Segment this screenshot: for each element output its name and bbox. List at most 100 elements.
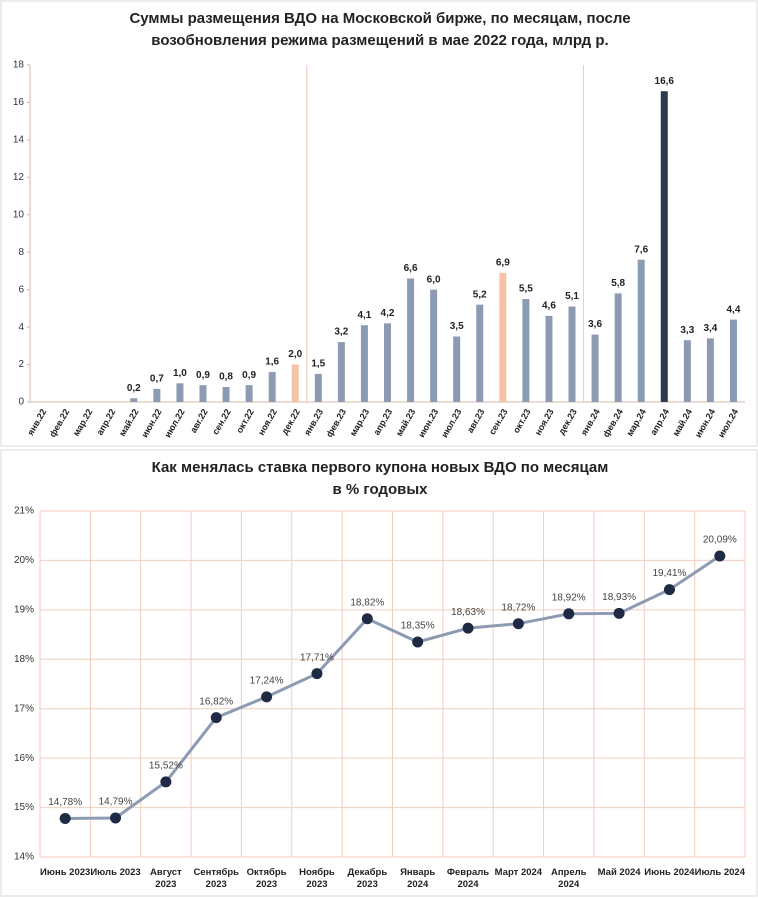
data-label: 18,35% bbox=[401, 621, 435, 632]
marker bbox=[261, 691, 273, 703]
data-label: 4,2 bbox=[381, 308, 395, 319]
y-tick-label: 15% bbox=[14, 802, 34, 813]
x-tick-label: Декабрь 2023 bbox=[347, 867, 388, 890]
y-tick-label: 17% bbox=[14, 703, 34, 714]
data-label: 5,2 bbox=[473, 289, 487, 300]
data-label: 4,6 bbox=[542, 301, 556, 312]
marker bbox=[714, 550, 726, 562]
x-tick-label: Октябрь 2023 bbox=[246, 867, 287, 890]
marker bbox=[210, 712, 222, 724]
x-tick-label: июн.23 bbox=[416, 407, 440, 439]
x-tick-label: Январь 2024 bbox=[400, 867, 436, 890]
data-label: 1,5 bbox=[311, 359, 325, 370]
x-tick-label: Май 2024 bbox=[597, 867, 641, 878]
bar bbox=[706, 338, 714, 402]
bar bbox=[245, 385, 253, 402]
x-tick-label: мар.23 bbox=[348, 407, 371, 438]
bar bbox=[637, 259, 645, 402]
x-tick-label: авг.23 bbox=[465, 407, 487, 434]
x-tick-label: май.23 bbox=[394, 407, 417, 438]
marker bbox=[311, 668, 323, 680]
marker bbox=[563, 608, 575, 620]
y-tick-label: 18 bbox=[13, 60, 25, 71]
chart-title: Суммы размещения ВДО на Московской бирже… bbox=[129, 10, 631, 49]
data-label: 0,9 bbox=[196, 370, 210, 381]
data-label: 6,6 bbox=[404, 263, 418, 274]
data-label: 18,92% bbox=[552, 592, 586, 603]
data-label: 3,2 bbox=[334, 327, 348, 338]
x-tick-label: фев.23 bbox=[324, 407, 348, 439]
x-tick-label: Ноябрь 2023 bbox=[299, 867, 335, 890]
bar bbox=[453, 336, 461, 402]
y-tick-label: 14% bbox=[14, 852, 34, 863]
marker bbox=[462, 622, 474, 634]
bar bbox=[545, 315, 553, 402]
data-label: 1,6 bbox=[265, 357, 279, 368]
data-label: 6,0 bbox=[427, 274, 441, 285]
y-tick-label: 20% bbox=[14, 555, 34, 566]
y-tick-label: 10 bbox=[13, 209, 25, 220]
x-tick-label: ноя.22 bbox=[256, 407, 279, 437]
frame bbox=[0, 0, 758, 447]
y-tick-label: 0 bbox=[18, 397, 24, 408]
data-label: 5,5 bbox=[519, 284, 533, 295]
y-tick-label: 16 bbox=[13, 97, 25, 108]
data-label: 20,09% bbox=[703, 535, 737, 546]
x-tick-label: июл.23 bbox=[439, 407, 463, 439]
x-tick-label: Февраль 2024 bbox=[446, 867, 490, 890]
x-tick-label: окт.23 bbox=[511, 407, 533, 435]
x-tick-label: июл.22 bbox=[162, 407, 186, 439]
bar bbox=[176, 383, 184, 402]
marker bbox=[613, 607, 625, 619]
y-tick-label: 4 bbox=[18, 322, 24, 333]
marker bbox=[160, 776, 172, 788]
bar bbox=[130, 398, 138, 402]
y-tick-label: 8 bbox=[18, 247, 24, 258]
x-tick-label: янв.24 bbox=[579, 407, 602, 437]
x-tick-label: сен.22 bbox=[210, 407, 233, 436]
x-tick-label: апр.23 bbox=[371, 407, 394, 437]
bar bbox=[683, 340, 691, 402]
data-label: 18,93% bbox=[602, 592, 636, 603]
bar bbox=[337, 342, 345, 402]
x-tick-label: янв.22 bbox=[25, 407, 48, 437]
data-label: 0,8 bbox=[219, 372, 233, 383]
data-label: 18,63% bbox=[451, 607, 485, 618]
marker bbox=[412, 636, 424, 648]
data-label: 7,6 bbox=[634, 244, 648, 255]
bar bbox=[199, 385, 207, 402]
data-label: 0,2 bbox=[127, 383, 141, 394]
data-label: 3,3 bbox=[680, 325, 694, 336]
x-tick-label: июн.22 bbox=[139, 407, 163, 439]
data-label: 14,78% bbox=[48, 797, 82, 808]
marker bbox=[663, 584, 675, 596]
data-label: 3,5 bbox=[450, 321, 464, 332]
bar bbox=[729, 319, 737, 402]
marker bbox=[512, 618, 524, 630]
bar bbox=[660, 91, 668, 402]
y-tick-label: 12 bbox=[13, 172, 25, 183]
data-label: 0,7 bbox=[150, 374, 164, 385]
data-label: 17,71% bbox=[300, 652, 334, 663]
x-tick-label: мар.24 bbox=[625, 407, 648, 438]
line bbox=[65, 554, 721, 820]
data-label: 5,1 bbox=[565, 291, 579, 302]
bar bbox=[499, 272, 507, 402]
data-label: 18,72% bbox=[501, 602, 535, 613]
data-label: 3,4 bbox=[703, 323, 717, 334]
x-tick-label: фев.24 bbox=[601, 407, 625, 439]
data-label: 16,6 bbox=[655, 76, 675, 87]
bar bbox=[522, 299, 530, 402]
bar bbox=[384, 323, 391, 402]
x-tick-label: Август 2023 bbox=[150, 867, 182, 890]
x-tick-label: янв.23 bbox=[302, 407, 325, 437]
x-tick-label: Март 2024 bbox=[494, 867, 543, 878]
x-tick-label: сен.23 bbox=[487, 407, 510, 436]
bar bbox=[153, 388, 161, 402]
bar bbox=[568, 306, 576, 402]
data-label: 5,8 bbox=[611, 278, 625, 289]
x-tick-label: Июль 2023 bbox=[90, 867, 141, 878]
x-tick-label: июл.24 bbox=[716, 407, 740, 439]
